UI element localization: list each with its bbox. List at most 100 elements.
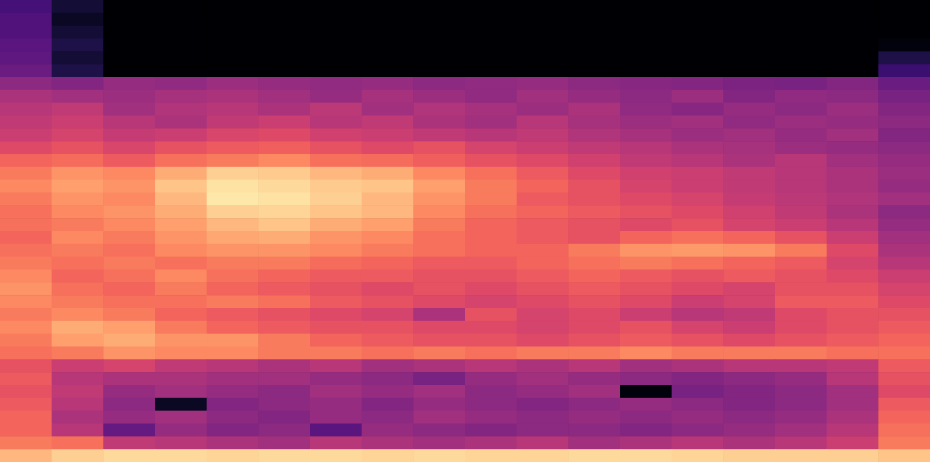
heatmap-cell — [103, 257, 155, 270]
heatmap-cell — [723, 51, 775, 64]
heatmap-cell — [52, 64, 104, 77]
heatmap-cell — [0, 308, 52, 321]
heatmap-cell — [413, 64, 465, 77]
heatmap-cell — [258, 39, 310, 52]
heatmap-cell — [310, 218, 362, 231]
heatmap-cell — [827, 116, 879, 129]
cells — [0, 0, 930, 462]
heatmap-cell — [775, 321, 827, 334]
heatmap-cell — [362, 295, 414, 308]
heatmap-cell — [52, 334, 104, 347]
heatmap-cell — [103, 13, 155, 26]
heatmap-cell — [723, 321, 775, 334]
heatmap-cell — [155, 257, 207, 270]
heatmap-cell — [878, 244, 930, 257]
heatmap-cell — [723, 372, 775, 385]
heatmap-cell — [672, 372, 724, 385]
heatmap-cell — [155, 334, 207, 347]
heatmap-cell — [258, 103, 310, 116]
heatmap-cell — [413, 244, 465, 257]
heatmap-cell — [0, 372, 52, 385]
heatmap-cell — [517, 436, 569, 449]
heatmap-cell — [517, 411, 569, 424]
heatmap-cell — [775, 39, 827, 52]
heatmap-cell — [155, 0, 207, 13]
heatmap-cell — [103, 424, 155, 437]
heatmap-cell — [207, 334, 259, 347]
heatmap-cell — [672, 231, 724, 244]
heatmap-cell — [362, 334, 414, 347]
heatmap-cell — [723, 282, 775, 295]
heatmap-cell — [775, 0, 827, 13]
heatmap-cell — [878, 398, 930, 411]
heatmap-cell — [517, 26, 569, 39]
heatmap-cell — [0, 0, 52, 13]
heatmap-cell — [465, 282, 517, 295]
heatmap-cell — [620, 334, 672, 347]
heatmap-cell — [672, 295, 724, 308]
heatmap-cell — [413, 154, 465, 167]
heatmap-cell — [620, 385, 672, 398]
heatmap-cell — [0, 334, 52, 347]
heatmap-cell — [207, 154, 259, 167]
heatmap-cell — [878, 257, 930, 270]
heatmap-cell — [155, 205, 207, 218]
heatmap-cell — [775, 449, 827, 462]
heatmap-cell — [155, 359, 207, 372]
heatmap-cell — [878, 154, 930, 167]
heatmap-cell — [620, 218, 672, 231]
heatmap-cell — [103, 103, 155, 116]
heatmap-cell — [258, 167, 310, 180]
heatmap-cell — [258, 193, 310, 206]
heatmap-cell — [775, 282, 827, 295]
heatmap-cell — [775, 116, 827, 129]
heatmap-cell — [207, 103, 259, 116]
heatmap-cell — [775, 90, 827, 103]
heatmap-cell — [568, 141, 620, 154]
heatmap-cell — [672, 449, 724, 462]
heatmap-cell — [672, 282, 724, 295]
heatmap-cell — [620, 244, 672, 257]
heatmap-cell — [155, 424, 207, 437]
heatmap-cell — [517, 218, 569, 231]
heatmap-cell — [207, 218, 259, 231]
heatmap-cell — [362, 436, 414, 449]
heatmap-cell — [568, 424, 620, 437]
heatmap-cell — [620, 77, 672, 90]
heatmap-cell — [103, 270, 155, 283]
heatmap-cell — [362, 257, 414, 270]
heatmap-cell — [362, 26, 414, 39]
heatmap-cell — [310, 321, 362, 334]
heatmap-cell — [0, 51, 52, 64]
heatmap-cell — [362, 64, 414, 77]
heatmap-cell — [362, 359, 414, 372]
heatmap-cell — [775, 51, 827, 64]
heatmap-cell — [207, 26, 259, 39]
heatmap-cell — [672, 180, 724, 193]
heatmap-cell — [775, 167, 827, 180]
heatmap-cell — [413, 295, 465, 308]
heatmap-cell — [207, 116, 259, 129]
heatmap-cell — [52, 39, 104, 52]
heatmap-cell — [517, 231, 569, 244]
heatmap-cell — [568, 282, 620, 295]
heatmap-cell — [413, 334, 465, 347]
heatmap-cell — [775, 334, 827, 347]
heatmap-cell — [362, 180, 414, 193]
heatmap-cell — [775, 359, 827, 372]
heatmap-cell — [52, 372, 104, 385]
heatmap-cell — [207, 398, 259, 411]
heatmap-cell — [568, 51, 620, 64]
heatmap-cell — [568, 359, 620, 372]
heatmap-cell — [620, 26, 672, 39]
heatmap-cell — [878, 116, 930, 129]
heatmap-cell — [827, 282, 879, 295]
heatmap-cell — [620, 205, 672, 218]
heatmap-cell — [672, 436, 724, 449]
heatmap-cell — [103, 51, 155, 64]
heatmap-cell — [672, 13, 724, 26]
heatmap-cell — [723, 167, 775, 180]
heatmap-cell — [620, 103, 672, 116]
heatmap-cell — [723, 205, 775, 218]
heatmap-cell — [723, 77, 775, 90]
